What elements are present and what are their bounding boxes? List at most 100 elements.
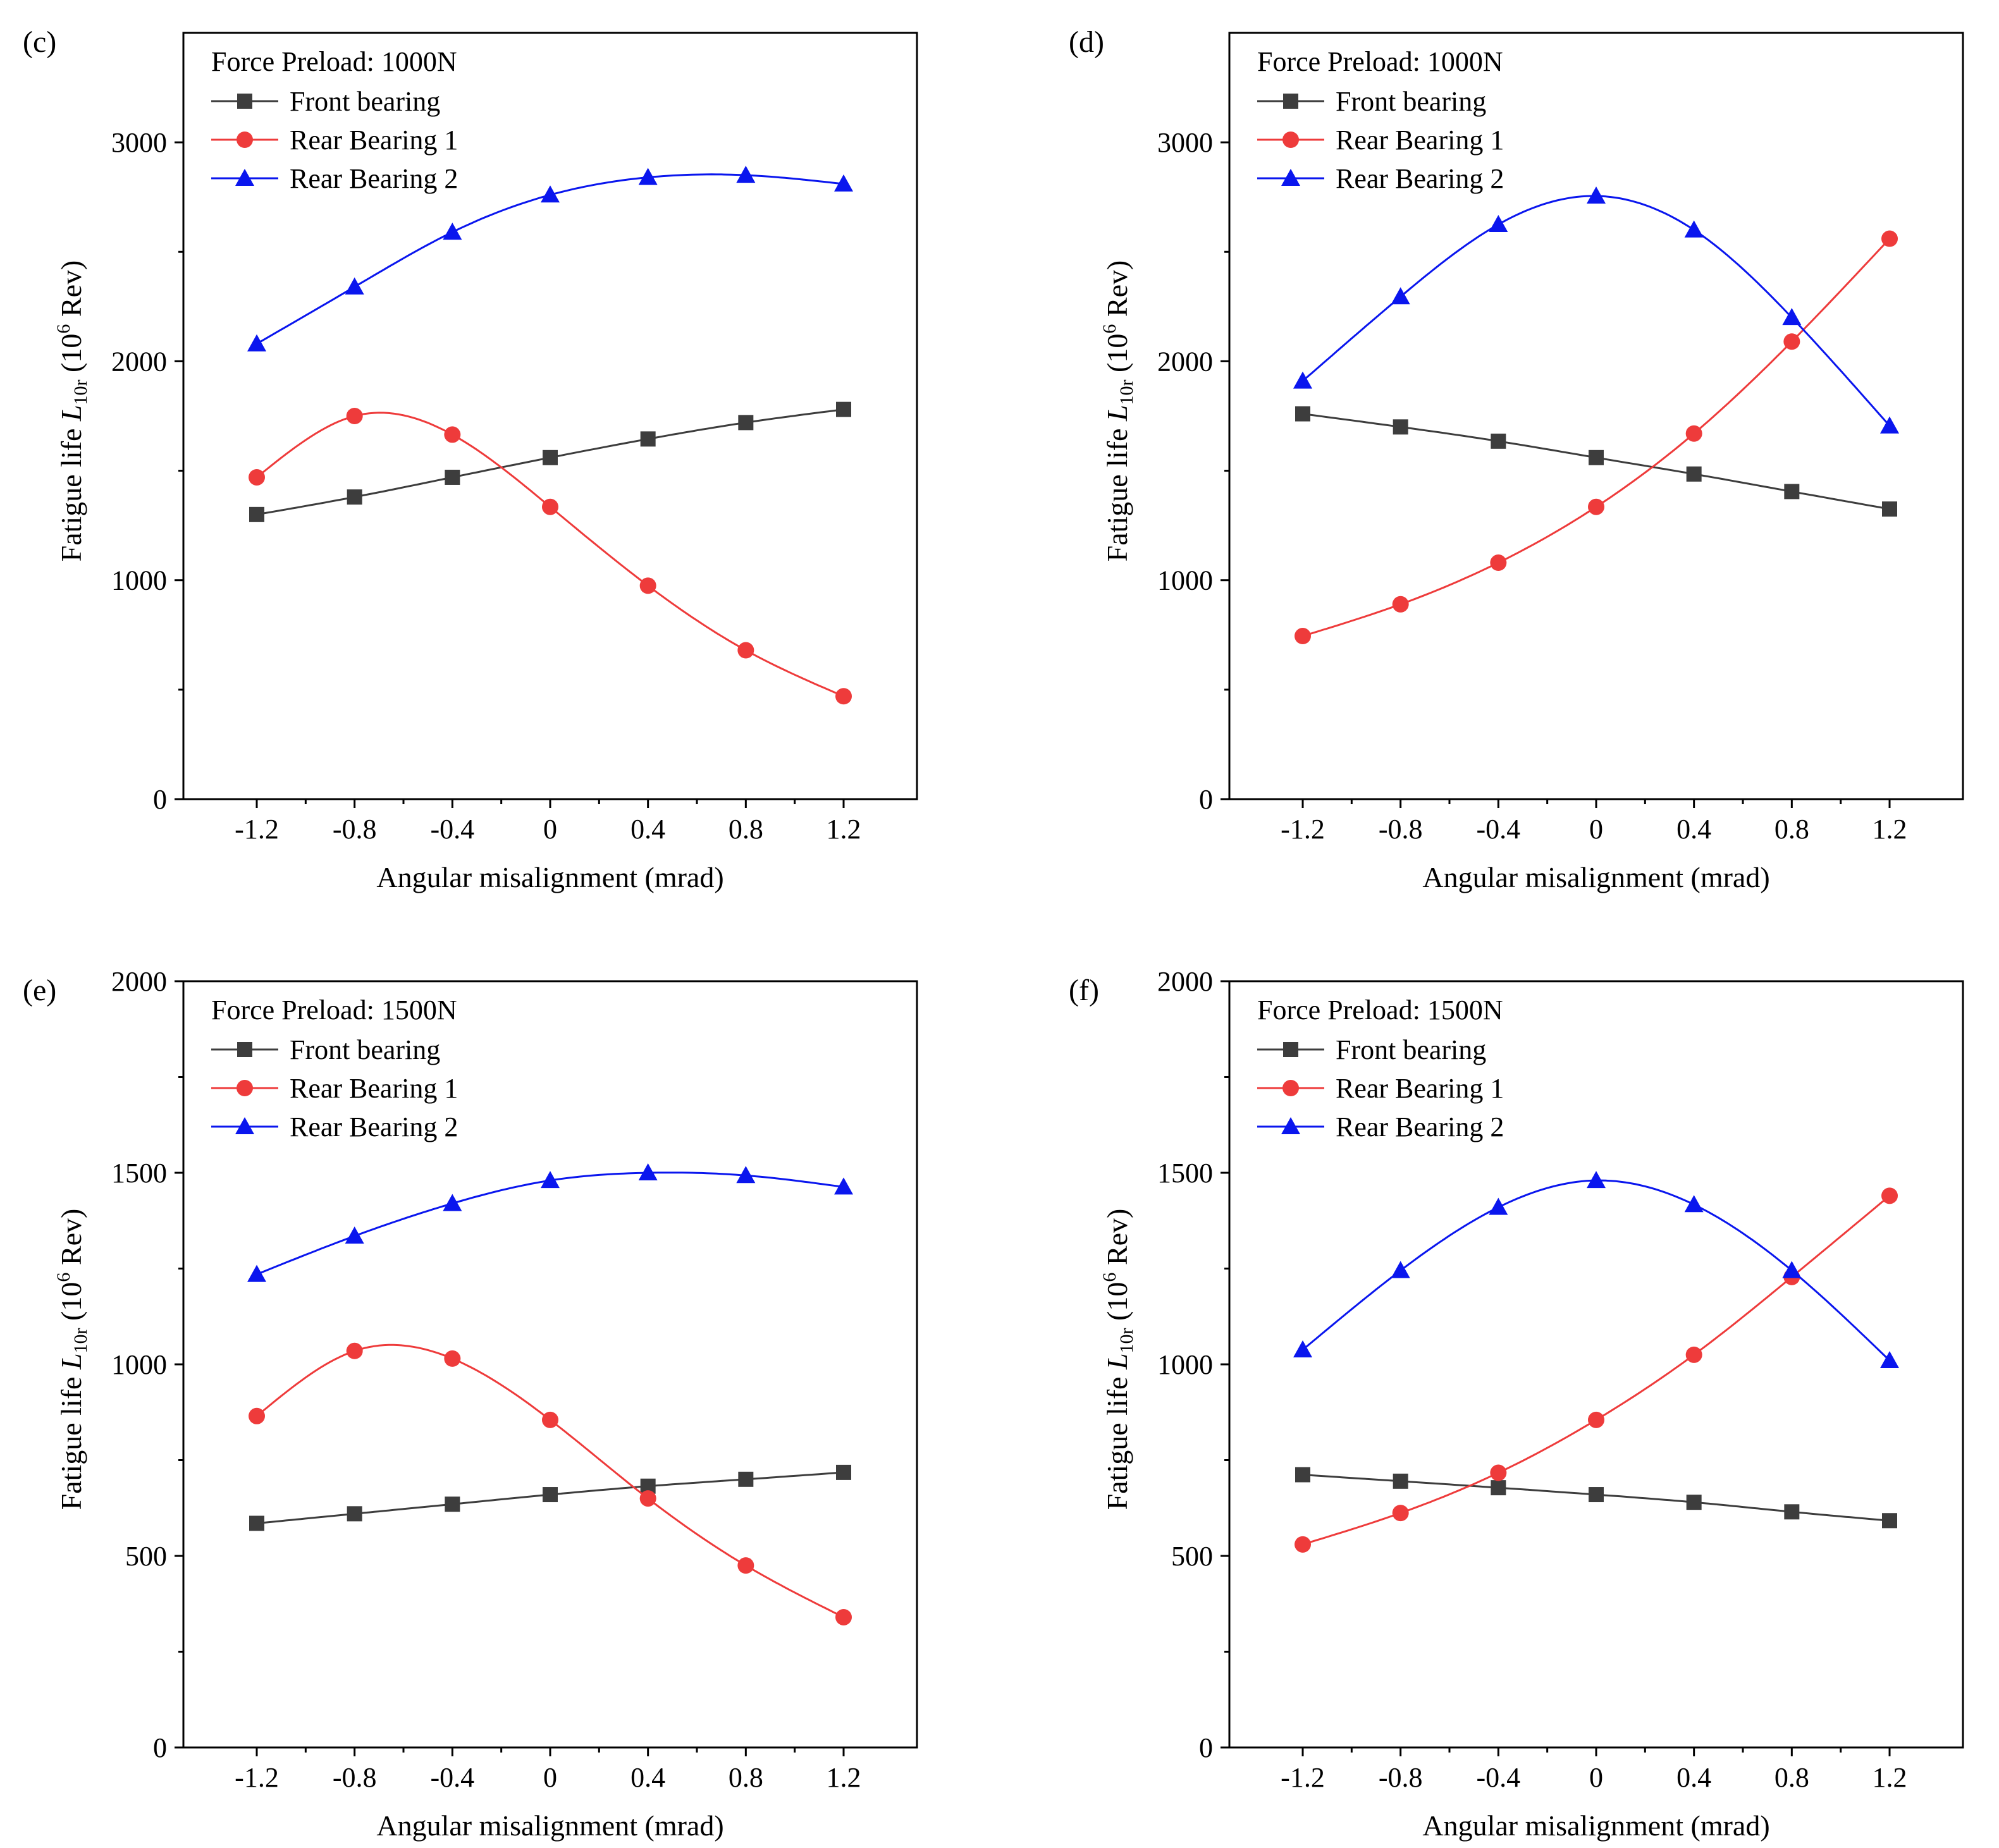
data-point-circle bbox=[346, 408, 363, 424]
legend-item-front-bearing: Front bearing bbox=[211, 86, 440, 117]
panel-label: (f) bbox=[1069, 974, 1099, 1007]
data-point-triangle bbox=[541, 1171, 560, 1189]
data-point-square bbox=[1491, 433, 1506, 449]
data-point-circle bbox=[1392, 1505, 1409, 1522]
y-tick-label: 0 bbox=[1199, 784, 1213, 815]
y-tick-label: 500 bbox=[1171, 1541, 1213, 1572]
legend-item-front-bearing: Front bearing bbox=[1257, 1034, 1486, 1065]
y-axis-label: Fatigue life L10r (106 Rev) bbox=[1099, 260, 1137, 562]
data-point-square bbox=[738, 415, 754, 431]
x-axis-label: Angular misalignment (mrad) bbox=[376, 1809, 723, 1842]
data-point-circle bbox=[1783, 333, 1800, 350]
data-point-square bbox=[1295, 406, 1310, 422]
legend-marker-square bbox=[1283, 94, 1298, 109]
legend-item-rear-bearing-1: Rear Bearing 1 bbox=[211, 125, 458, 156]
legend-marker-circle bbox=[237, 1080, 253, 1096]
data-point-triangle bbox=[638, 1163, 658, 1180]
data-point-circle bbox=[1685, 425, 1702, 442]
panel-label: (c) bbox=[23, 25, 56, 59]
y-tick-label: 1000 bbox=[1157, 1349, 1213, 1380]
data-point-circle bbox=[639, 1490, 656, 1507]
legend-marker-circle bbox=[1282, 132, 1299, 148]
y-tick-label: 2000 bbox=[111, 346, 167, 377]
x-tick-label: 1.2 bbox=[827, 1762, 861, 1793]
legend-label: Front bearing bbox=[290, 86, 440, 117]
x-tick-label: -0.8 bbox=[333, 814, 377, 845]
legend: Front bearing Rear Bearing 1 Rear Bearin… bbox=[1257, 86, 1504, 194]
legend-label: Front bearing bbox=[1336, 1034, 1486, 1065]
data-point-circle bbox=[1295, 628, 1311, 645]
x-tick-label: -0.4 bbox=[431, 1762, 475, 1793]
x-tick-label: -0.4 bbox=[1477, 814, 1521, 845]
x-tick-label: -0.8 bbox=[333, 1762, 377, 1793]
legend-marker-triangle bbox=[1281, 1117, 1300, 1134]
y-tick-label: 0 bbox=[153, 1732, 167, 1763]
data-point-square bbox=[445, 1496, 460, 1512]
x-tick-label: -1.2 bbox=[1281, 814, 1325, 845]
legend-label: Rear Bearing 2 bbox=[290, 163, 458, 194]
data-point-square bbox=[445, 469, 460, 485]
data-point-circle bbox=[1588, 498, 1604, 515]
y-axis-label: Fatigue life L10r (106 Rev) bbox=[53, 1209, 91, 1510]
legend-marker-square bbox=[237, 94, 252, 109]
legend-marker-triangle bbox=[235, 1117, 254, 1134]
legend-marker-triangle bbox=[235, 169, 254, 186]
data-point-square bbox=[1295, 1467, 1310, 1483]
legend-marker-triangle bbox=[235, 1117, 254, 1134]
legend-marker-triangle bbox=[1281, 1117, 1300, 1134]
x-tick-label: 0.8 bbox=[729, 1762, 763, 1793]
legend: Front bearing Rear Bearing 1 Rear Bearin… bbox=[211, 1034, 458, 1142]
data-point-square bbox=[836, 1464, 851, 1480]
data-point-circle bbox=[835, 688, 852, 705]
x-tick-label: -1.2 bbox=[235, 814, 279, 845]
legend-marker-square bbox=[1283, 1042, 1298, 1057]
legend-marker-circle bbox=[1282, 1080, 1299, 1096]
data-point-triangle bbox=[1391, 1261, 1410, 1278]
y-tick-label: 1000 bbox=[111, 1349, 167, 1380]
data-point-triangle bbox=[736, 1166, 756, 1184]
y-tick-label: 2000 bbox=[1157, 346, 1213, 377]
data-point-circle bbox=[444, 1350, 461, 1367]
legend-marker-square bbox=[237, 94, 252, 109]
preload-annotation: Force Preload: 1500N bbox=[211, 994, 457, 1025]
data-point-circle bbox=[835, 1608, 852, 1625]
data-point-square bbox=[1686, 1495, 1702, 1510]
data-point-square bbox=[1393, 419, 1408, 435]
legend-item-rear-bearing-1: Rear Bearing 1 bbox=[211, 1073, 458, 1104]
data-point-triangle bbox=[736, 166, 756, 183]
data-point-square bbox=[1393, 1473, 1408, 1489]
x-tick-label: 0.4 bbox=[630, 1762, 665, 1793]
legend-item-rear-bearing-2: Rear Bearing 2 bbox=[211, 163, 458, 194]
data-point-triangle bbox=[1293, 371, 1312, 389]
preload-annotation: Force Preload: 1000N bbox=[1257, 46, 1503, 77]
x-tick-label: 0.8 bbox=[1774, 814, 1809, 845]
x-tick-label: 0 bbox=[1589, 1762, 1603, 1793]
preload-annotation: Force Preload: 1500N bbox=[1257, 994, 1503, 1025]
legend-marker-square bbox=[1283, 94, 1298, 109]
x-tick-label: 1.2 bbox=[1873, 1762, 1907, 1793]
data-point-triangle bbox=[1587, 1171, 1606, 1189]
y-axis-label: Fatigue life L10r (106 Rev) bbox=[1099, 1209, 1137, 1510]
x-tick-label: -0.8 bbox=[1379, 814, 1423, 845]
x-tick-label: -1.2 bbox=[1281, 1762, 1325, 1793]
data-point-triangle bbox=[1880, 1350, 1899, 1368]
data-point-circle bbox=[737, 1557, 754, 1574]
legend-marker-square bbox=[1283, 1042, 1298, 1057]
data-point-circle bbox=[1588, 1411, 1604, 1428]
legend-marker-circle bbox=[237, 1080, 253, 1096]
data-point-square bbox=[1784, 1504, 1800, 1520]
data-point-circle bbox=[1881, 230, 1898, 247]
data-point-circle bbox=[1685, 1346, 1702, 1363]
legend-marker-square bbox=[237, 1042, 252, 1057]
data-point-circle bbox=[249, 1407, 265, 1424]
data-point-circle bbox=[639, 577, 656, 594]
x-tick-label: 0 bbox=[543, 814, 557, 845]
data-point-square bbox=[543, 450, 558, 465]
legend-label: Rear Bearing 2 bbox=[290, 1111, 458, 1142]
data-point-triangle bbox=[834, 1177, 853, 1195]
legend-label: Rear Bearing 1 bbox=[1336, 1073, 1504, 1104]
legend-label: Rear Bearing 2 bbox=[1336, 1111, 1504, 1142]
legend-marker-triangle bbox=[1281, 169, 1300, 186]
x-axis-label: Angular misalignment (mrad) bbox=[1422, 861, 1769, 893]
